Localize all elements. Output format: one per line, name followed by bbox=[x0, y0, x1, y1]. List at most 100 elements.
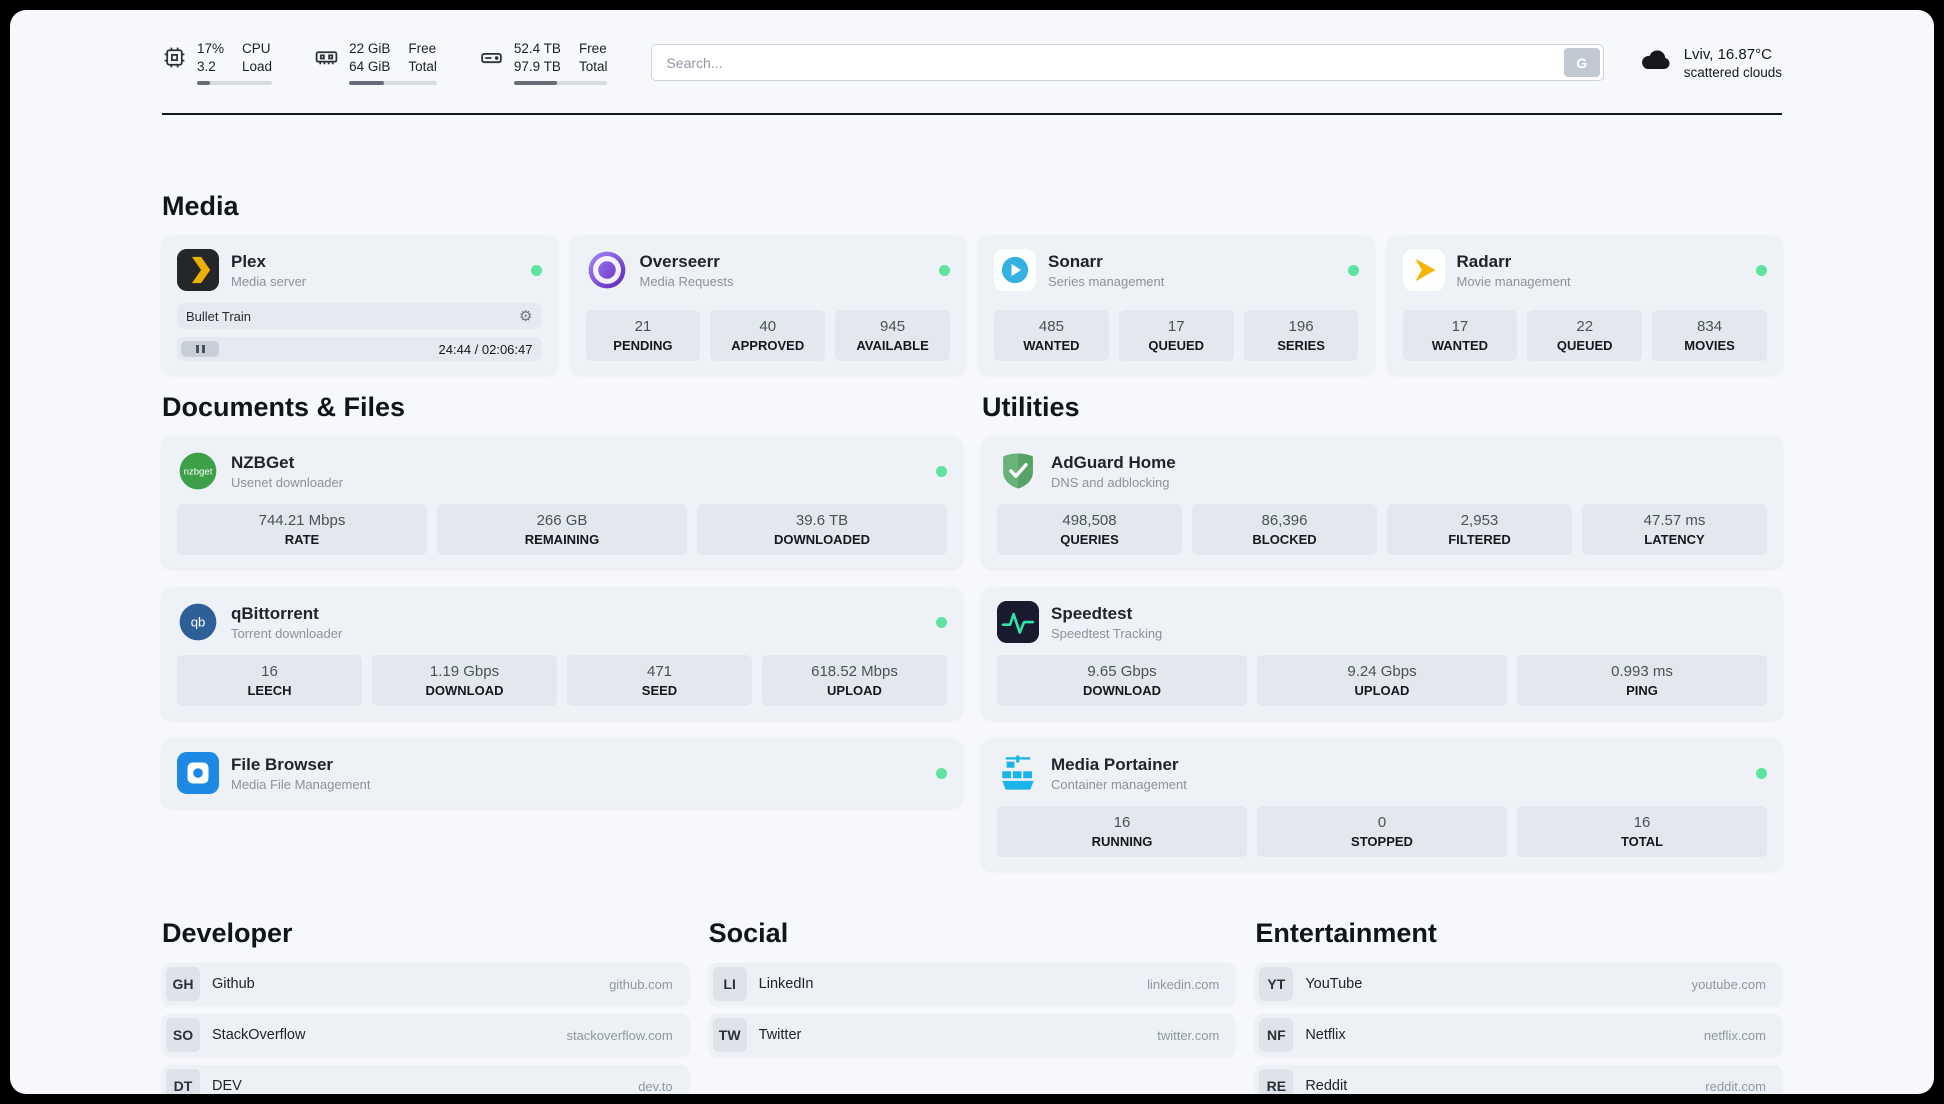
disk-icon bbox=[479, 40, 504, 70]
stat-value: 16 bbox=[1113, 814, 1131, 832]
search-input[interactable] bbox=[651, 44, 1604, 82]
sonarr-icon bbox=[994, 249, 1036, 292]
app-card-qbittorrent[interactable]: qb qBittorrent Torrent downloader bbox=[162, 588, 962, 720]
link-badge: DT bbox=[166, 1069, 200, 1094]
app-name: Overseerr bbox=[639, 251, 720, 271]
section-documents: Documents & Files nzbget bbox=[162, 392, 962, 870]
link-url: github.com bbox=[609, 976, 673, 992]
link-row[interactable]: TW Twitter twitter.com bbox=[708, 1014, 1236, 1057]
cpu-monitor: 17% 3.2 CPU Load bbox=[162, 40, 273, 86]
stat-label: PING bbox=[1626, 683, 1658, 699]
disk-label-1: Free bbox=[578, 41, 607, 56]
stats-row: 744.21 Mbps RATE 266 GB REMAINING bbox=[177, 504, 947, 556]
app-card-nzbget[interactable]: nzbget NZBGet Usenet downloader bbox=[162, 437, 962, 569]
link-row[interactable]: LI LinkedIn linkedin.com bbox=[708, 963, 1236, 1006]
stat-value: 498,508 bbox=[1062, 512, 1117, 530]
app-subtitle: DNS and adblocking bbox=[1051, 474, 1170, 490]
disk-label-2: Total bbox=[578, 59, 608, 75]
gear-icon[interactable]: ⚙ bbox=[519, 306, 533, 325]
stat-value: 47.57 ms bbox=[1643, 512, 1706, 530]
stat-label: PENDING bbox=[613, 338, 673, 354]
stat-label: UPLOAD bbox=[1354, 683, 1410, 699]
stat-label: WANTED bbox=[1023, 338, 1080, 354]
app-card-filebrowser[interactable]: File Browser Media File Management bbox=[162, 739, 962, 808]
link-row[interactable]: YT YouTube youtube.com bbox=[1255, 963, 1782, 1006]
stat-label: LEECH bbox=[247, 683, 292, 699]
stat-label: DOWNLOADED bbox=[773, 532, 871, 548]
app-card-sonarr[interactable]: Sonarr Series management 485 WANTED bbox=[979, 236, 1374, 375]
portainer-icon bbox=[997, 752, 1039, 794]
link-badge: TW bbox=[712, 1018, 747, 1053]
stat-value: 196 bbox=[1288, 318, 1314, 336]
link-name: LinkedIn bbox=[758, 976, 814, 993]
stat-label: MOVIES bbox=[1684, 338, 1735, 354]
stat-box: 16 RUNNING bbox=[997, 806, 1247, 858]
stat-label: QUEUED bbox=[1148, 338, 1205, 354]
search-engine-button[interactable]: G bbox=[1563, 48, 1600, 78]
stat-value: 21 bbox=[634, 318, 652, 336]
disk-progress-bar bbox=[513, 81, 608, 86]
link-name: YouTube bbox=[1305, 976, 1363, 993]
app-subtitle: Container management bbox=[1051, 776, 1187, 792]
developer-links: GH Github github.com SO StackOverflow st… bbox=[162, 963, 689, 1094]
link-name: Netflix bbox=[1305, 1027, 1346, 1044]
app-card-portainer[interactable]: Media Portainer Container management 16 … bbox=[982, 739, 1782, 871]
stat-label: RUNNING bbox=[1091, 834, 1153, 850]
ram-label-1: Free bbox=[408, 41, 437, 56]
stat-label: DOWNLOAD bbox=[1083, 683, 1161, 699]
status-dot bbox=[939, 264, 950, 276]
stat-box: 86,396 BLOCKED bbox=[1192, 504, 1377, 556]
link-badge: SO bbox=[166, 1018, 200, 1053]
weather-condition: scattered clouds bbox=[1683, 64, 1782, 80]
stat-box: 40 APPROVED bbox=[710, 310, 826, 362]
app-card-speedtest[interactable]: Speedtest Speedtest Tracking 9.65 Gbps D… bbox=[982, 588, 1782, 720]
section-developer: Developer GH Github github.com SO StackO… bbox=[162, 918, 689, 1094]
link-badge: LI bbox=[712, 967, 747, 1002]
app-subtitle: Speedtest Tracking bbox=[1051, 625, 1163, 641]
link-url: youtube.com bbox=[1691, 976, 1766, 992]
app-subtitle: Media server bbox=[231, 273, 307, 289]
section-title-utilities: Utilities bbox=[982, 392, 1080, 423]
weather-location: Lviv, 16.87°C bbox=[1683, 45, 1772, 63]
app-card-adguard[interactable]: AdGuard Home DNS and adblocking 498,508 … bbox=[982, 437, 1782, 569]
cpu-icon bbox=[162, 40, 187, 70]
playback-bar[interactable]: 24:44 / 02:06:47 bbox=[177, 337, 542, 362]
app-card-plex[interactable]: Plex Media server Bullet Train ⚙ 24:44 /… bbox=[162, 236, 557, 375]
stats-row: 16 LEECH 1.19 Gbps DOWNLOAD 47 bbox=[177, 655, 947, 707]
svg-text:qb: qb bbox=[191, 615, 206, 630]
link-url: netflix.com bbox=[1703, 1027, 1766, 1043]
app-card-overseerr[interactable]: Overseerr Media Requests 21 PENDING bbox=[570, 236, 965, 375]
link-url: twitter.com bbox=[1157, 1027, 1220, 1043]
section-media: Media Plex Media server bbox=[162, 191, 1782, 375]
cpu-label-2: Load bbox=[242, 59, 273, 75]
stat-label: QUEUED bbox=[1556, 338, 1613, 354]
adguard-icon bbox=[997, 450, 1039, 492]
ram-monitor: 22 GiB 64 GiB Free Total bbox=[314, 40, 437, 86]
stat-box: 0.993 ms PING bbox=[1517, 655, 1767, 707]
plex-icon bbox=[177, 249, 219, 292]
app-name: Media Portainer bbox=[1051, 754, 1179, 774]
app-subtitle: Movie management bbox=[1456, 273, 1571, 289]
section-title-documents: Documents & Files bbox=[162, 392, 406, 423]
link-row[interactable]: RE Reddit reddit.com bbox=[1255, 1065, 1782, 1094]
pause-button[interactable] bbox=[181, 341, 219, 358]
link-row[interactable]: NF Netflix netflix.com bbox=[1255, 1014, 1782, 1057]
link-row[interactable]: SO StackOverflow stackoverflow.com bbox=[162, 1014, 689, 1057]
stat-label: AVAILABLE bbox=[856, 338, 929, 354]
section-title-social: Social bbox=[708, 918, 789, 949]
app-name: NZBGet bbox=[231, 452, 295, 472]
link-name: Github bbox=[212, 976, 255, 993]
app-card-radarr[interactable]: Radarr Movie management 17 WANTED bbox=[1387, 236, 1782, 375]
stat-box: 22 QUEUED bbox=[1527, 310, 1643, 362]
app-name: Plex bbox=[231, 251, 266, 271]
app-name: Speedtest bbox=[1051, 603, 1133, 623]
status-dot bbox=[530, 264, 542, 276]
link-row[interactable]: GH Github github.com bbox=[162, 963, 689, 1006]
ram-label-2: Total bbox=[408, 59, 437, 75]
dashboard-frame: 17% 3.2 CPU Load bbox=[10, 10, 1934, 1094]
link-row[interactable]: DT DEV dev.to bbox=[162, 1065, 689, 1094]
stat-box: 9.65 Gbps DOWNLOAD bbox=[997, 655, 1247, 707]
stat-label: SERIES bbox=[1277, 338, 1325, 354]
status-dot bbox=[936, 465, 947, 477]
disk-total: 97.9 TB bbox=[513, 59, 561, 75]
